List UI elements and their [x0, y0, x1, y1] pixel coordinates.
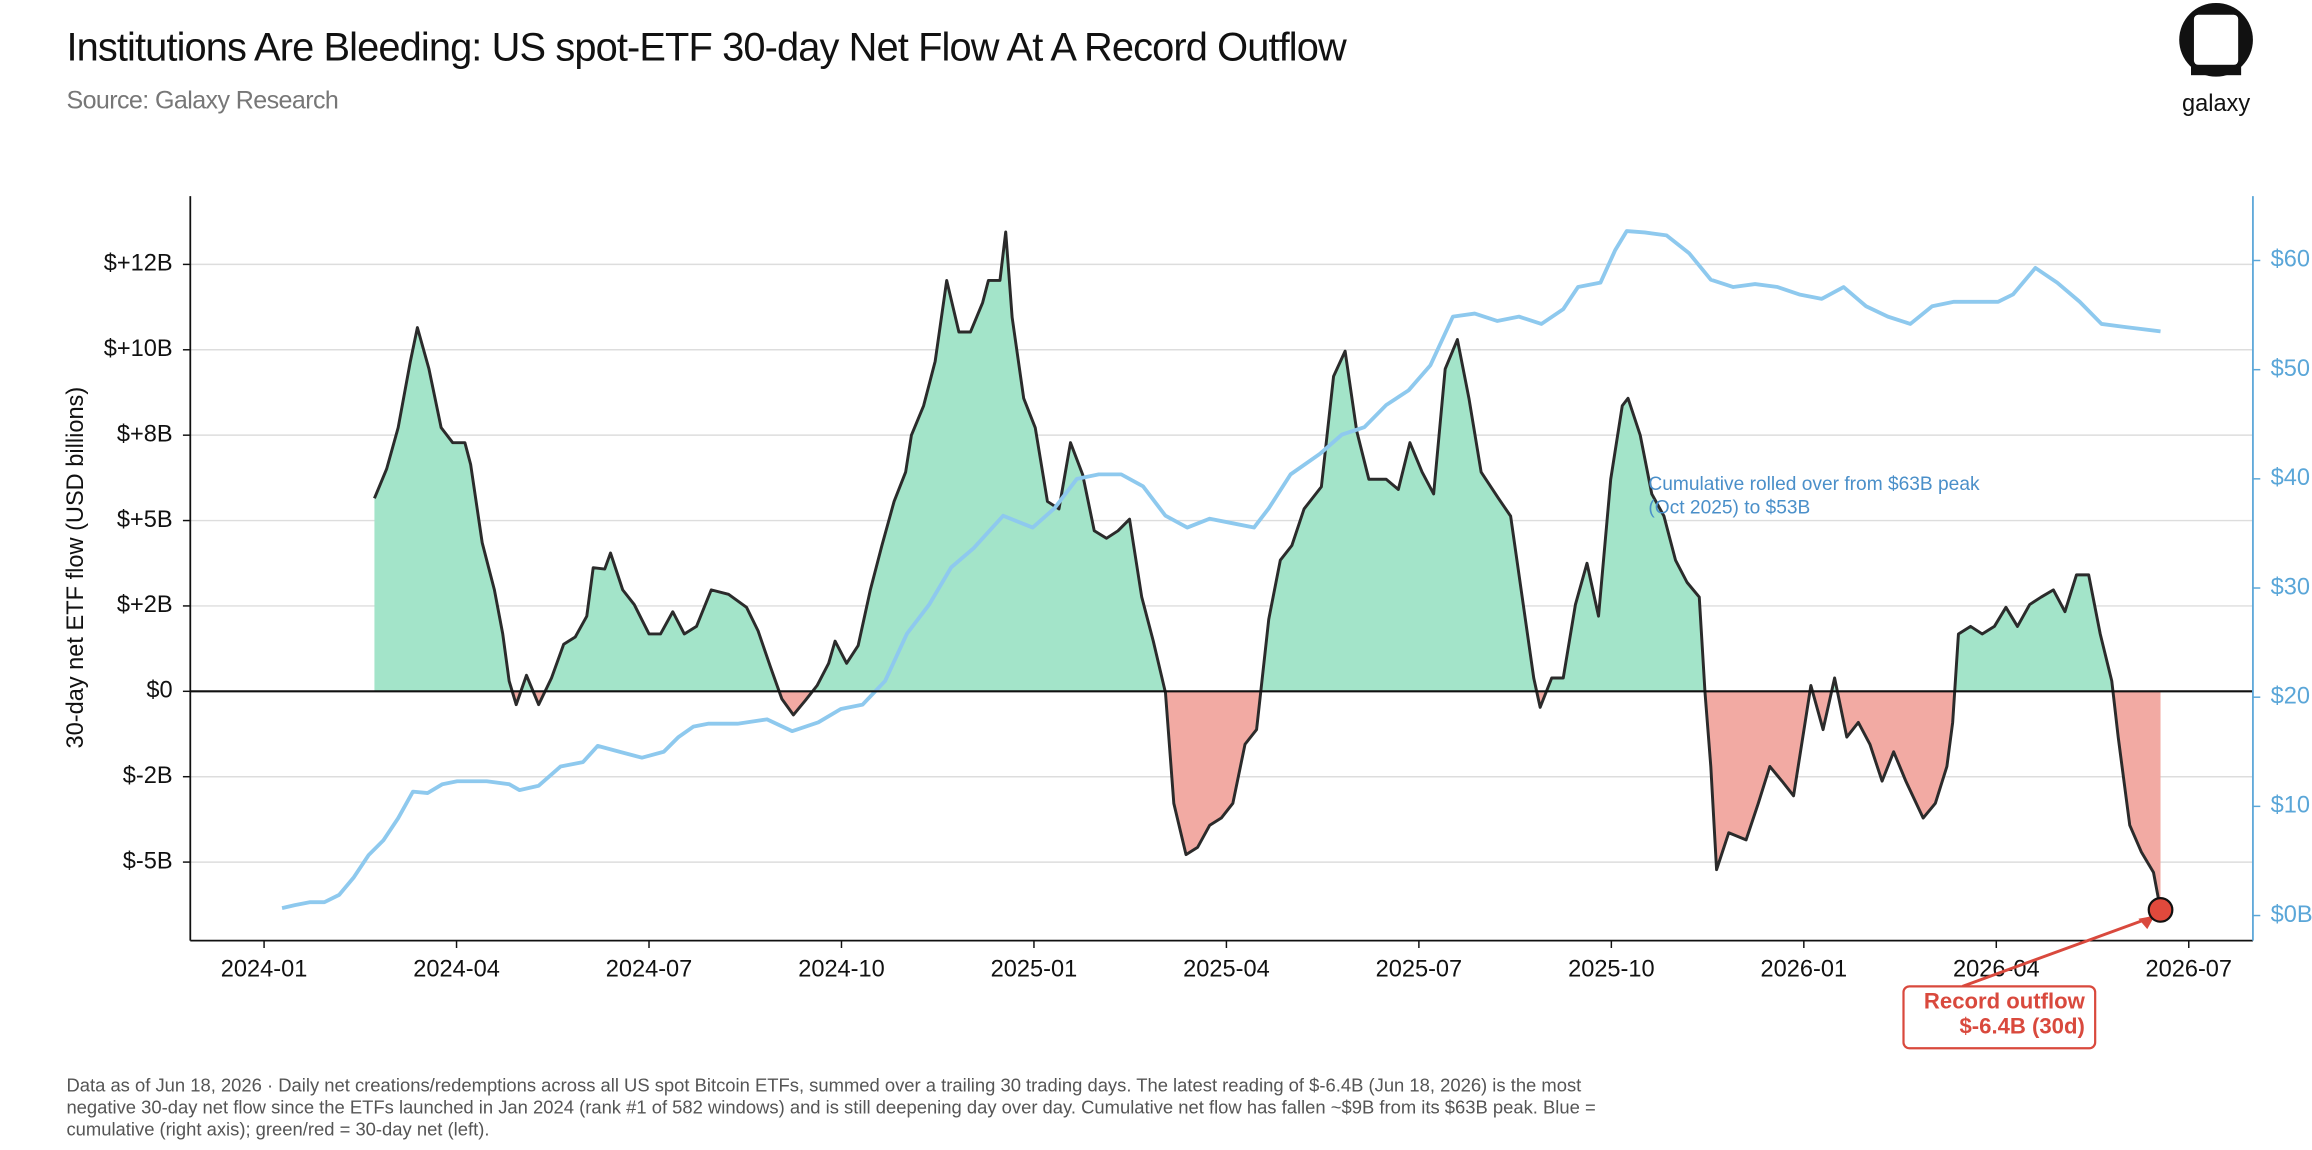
footnote: cumulative (right axis); green/red = 30-… [66, 1119, 489, 1140]
y-tick-label: $+5B [117, 506, 173, 532]
callout-text: $-6.4B (30d) [1960, 1013, 2085, 1038]
x-tick-label: 2024-07 [606, 955, 693, 981]
logo-cutout [2193, 14, 2239, 65]
y-tick-label: $-2B [123, 762, 173, 788]
y-tick-label: $0 [146, 677, 172, 703]
y2-tick-label: $0B [2271, 901, 2312, 927]
x-tick-label: 2024-04 [413, 955, 500, 981]
x-tick-label: 2025-07 [1376, 955, 1463, 981]
axes: $+12B $+10B $+8B $+5B $+2B $0 $-2B $-5B $60 $50 $4… [104, 196, 2312, 981]
y2-tick-label: $60 [2271, 246, 2310, 272]
annotations: Cumulative rolled over from $63B peak (Oc… [1648, 474, 2174, 1050]
y-tick-label: $+2B [117, 591, 173, 617]
cumulative-line [281, 229, 2161, 910]
record-marker [2147, 897, 2174, 923]
net-flow-line [373, 230, 2162, 911]
negative-area [374, 691, 2161, 910]
x-tick-label: 2026-04 [1953, 955, 2040, 981]
logo-text: galaxy [2182, 90, 2250, 116]
x-tick-label: 2026-07 [2146, 955, 2233, 981]
footnote: negative 30-day net flow since the ETFs … [66, 1097, 1595, 1118]
logo-base [2191, 64, 2242, 76]
y-tick-label: $+8B [117, 420, 173, 446]
y2-tick-label: $40 [2271, 464, 2310, 490]
x-tick-label: 2025-01 [991, 955, 1078, 981]
lines [190, 229, 2253, 911]
footnote: Data as of Jun 18, 2026 · Daily net crea… [66, 1074, 1581, 1095]
y-tick-label: $-5B [123, 847, 173, 873]
callout-text: Record outflow [1924, 988, 2086, 1013]
y-tick-label: $+10B [104, 335, 173, 361]
annotation-text: (Oct 2025) to $53B [1648, 498, 1810, 519]
y-axis-label: 30-day net ETF flow (USD billions) [62, 387, 88, 749]
y2-tick-label: $30 [2271, 573, 2310, 599]
chart-title: Institutions Are Bleeding: US spot-ETF 3… [66, 26, 1347, 70]
y2-tick-label: $10 [2271, 792, 2310, 818]
callout-arrow [1961, 915, 2153, 988]
x-tick-label: 2026-01 [1761, 955, 1848, 981]
logo: galaxy [2179, 2, 2253, 116]
x-tick-label: 2025-04 [1183, 955, 1270, 981]
x-tick-label: 2024-10 [798, 955, 885, 981]
y2-tick-label: $20 [2271, 682, 2310, 708]
x-tick-label: 2025-10 [1568, 955, 1655, 981]
callout-arrowhead [2138, 915, 2155, 930]
y-tick-label: $+12B [104, 250, 173, 276]
chart-subtitle: Source: Galaxy Research [66, 86, 338, 114]
y2-tick-label: $50 [2271, 355, 2310, 381]
area-fills [374, 231, 2161, 910]
annotation-text: Cumulative rolled over from $63B peak [1648, 474, 1980, 495]
callout-box [1902, 985, 2097, 1050]
positive-area [374, 231, 2113, 692]
x-tick-label: 2024-01 [221, 955, 308, 981]
